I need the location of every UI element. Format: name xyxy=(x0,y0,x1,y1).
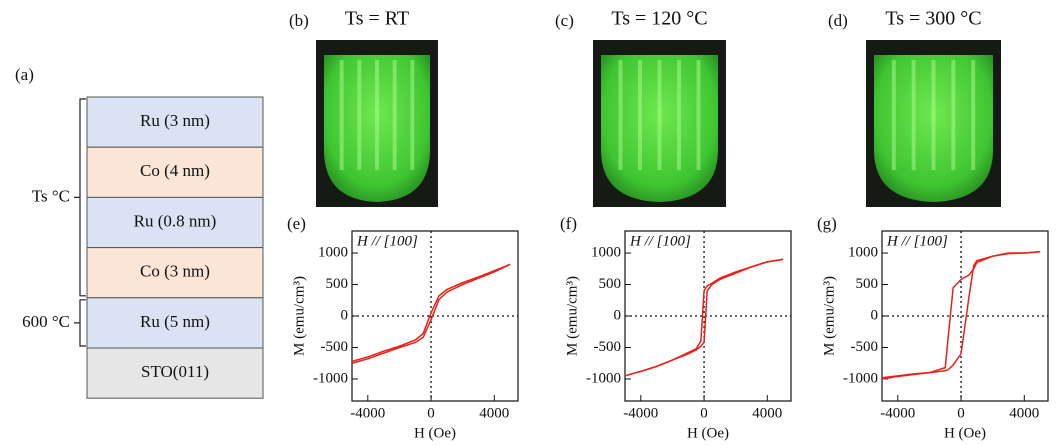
y-tick-label: -1000 xyxy=(313,370,348,386)
rheed-title: Ts = RT xyxy=(345,8,409,30)
x-tick-label: 0 xyxy=(957,405,965,421)
y-tick-label: -500 xyxy=(594,339,622,355)
x-axis-label: H (Oe) xyxy=(687,425,729,441)
x-tick-label: 4000 xyxy=(1009,405,1039,421)
panel-label: (c) xyxy=(555,11,574,30)
loop-branch xyxy=(881,251,1041,380)
loop-branch xyxy=(351,263,511,364)
annotation: H // [100] xyxy=(629,233,691,249)
y-axis-label: M (emu/cm³) xyxy=(291,276,307,356)
x-tick-label: 0 xyxy=(427,405,435,421)
panel-label: (a) xyxy=(15,65,34,84)
plot: -4000 0 4000 1000 500 0 -500 -1000 (g) H // [100]… xyxy=(817,214,1049,441)
x-tick-label: 0 xyxy=(700,405,708,421)
y-tick-label: -500 xyxy=(851,339,879,355)
rheed-screen xyxy=(874,55,993,202)
rheed-streak xyxy=(618,60,623,170)
plot: -4000 0 4000 1000 500 0 -500 -1000 (f) H // [100]… xyxy=(560,214,792,441)
rheed-streak xyxy=(891,60,896,170)
plot: -4000 0 4000 1000 500 0 -500 -1000 (e) H // [100]… xyxy=(287,214,519,441)
rheed-streak xyxy=(357,60,362,170)
bracket-label: 600 °C xyxy=(22,312,70,331)
rheed-streak xyxy=(638,60,642,170)
y-axis-label: M (emu/cm³) xyxy=(564,276,580,356)
y-tick-label: 1000 xyxy=(848,244,878,260)
rheed-streak xyxy=(375,60,379,170)
panel-label: (b) xyxy=(289,11,309,30)
rheed-streak xyxy=(677,60,681,170)
bracket xyxy=(74,299,86,347)
layer-label: Ru (0.8 nm) xyxy=(134,211,217,230)
bracket xyxy=(74,98,86,297)
panel-label: (f) xyxy=(560,214,577,233)
loop-branch xyxy=(351,263,511,363)
y-tick-label: 0 xyxy=(341,307,349,323)
rheed-screen xyxy=(601,55,718,202)
rheed-screen xyxy=(324,55,430,202)
layer xyxy=(86,146,264,198)
layer-label: STO(011) xyxy=(141,362,209,381)
layer xyxy=(86,196,264,249)
y-tick-label: 1000 xyxy=(318,244,348,260)
rheed-title: Ts = 300 °C xyxy=(885,8,981,30)
rheed-streak xyxy=(657,60,662,170)
annotation: H // [100] xyxy=(886,233,948,249)
layer xyxy=(86,347,264,399)
rheed-title: Ts = 120 °C xyxy=(611,8,707,30)
y-tick-label: 0 xyxy=(871,307,879,323)
x-tick-label: -4000 xyxy=(350,405,385,421)
x-axis-label: H (Oe) xyxy=(944,425,986,441)
loop-branch xyxy=(624,258,784,377)
panel-label: (g) xyxy=(817,214,837,233)
y-tick-label: 500 xyxy=(326,276,349,292)
layer-label: Co (3 nm) xyxy=(140,262,210,281)
x-tick-label: -4000 xyxy=(623,405,658,421)
annotation: H // [100] xyxy=(356,233,418,249)
layer xyxy=(86,297,264,349)
layer xyxy=(86,247,264,299)
y-tick-label: 0 xyxy=(614,307,622,323)
x-tick-label: 4000 xyxy=(752,405,782,421)
rheed-streak xyxy=(911,60,916,170)
bracket-label: Ts °C xyxy=(32,186,70,205)
y-tick-label: 500 xyxy=(599,276,622,292)
panel-label: (d) xyxy=(828,11,848,30)
x-tick-label: 4000 xyxy=(479,405,509,421)
panel-label: (e) xyxy=(287,214,306,233)
layer-label: Ru (5 nm) xyxy=(140,312,210,331)
rheed-streak xyxy=(392,60,397,170)
y-tick-label: -1000 xyxy=(843,370,878,386)
y-axis-label: M (emu/cm³) xyxy=(821,276,837,356)
rheed-streak xyxy=(696,60,701,170)
y-tick-label: 500 xyxy=(856,276,879,292)
rheed-streak xyxy=(339,60,344,170)
layer-label: Co (4 nm) xyxy=(140,161,210,180)
x-tick-label: -4000 xyxy=(880,405,915,421)
layer-label: Ru (3 nm) xyxy=(140,111,210,130)
rheed-streak xyxy=(951,60,956,170)
loop-branch xyxy=(881,251,1041,379)
layer xyxy=(86,96,264,148)
rheed-streak xyxy=(410,60,415,170)
rheed-streak xyxy=(971,60,976,170)
y-tick-label: -1000 xyxy=(586,370,621,386)
x-axis-label: H (Oe) xyxy=(414,425,456,441)
y-tick-label: -500 xyxy=(321,339,349,355)
y-tick-label: 1000 xyxy=(591,244,621,260)
rheed-streak xyxy=(931,60,936,170)
